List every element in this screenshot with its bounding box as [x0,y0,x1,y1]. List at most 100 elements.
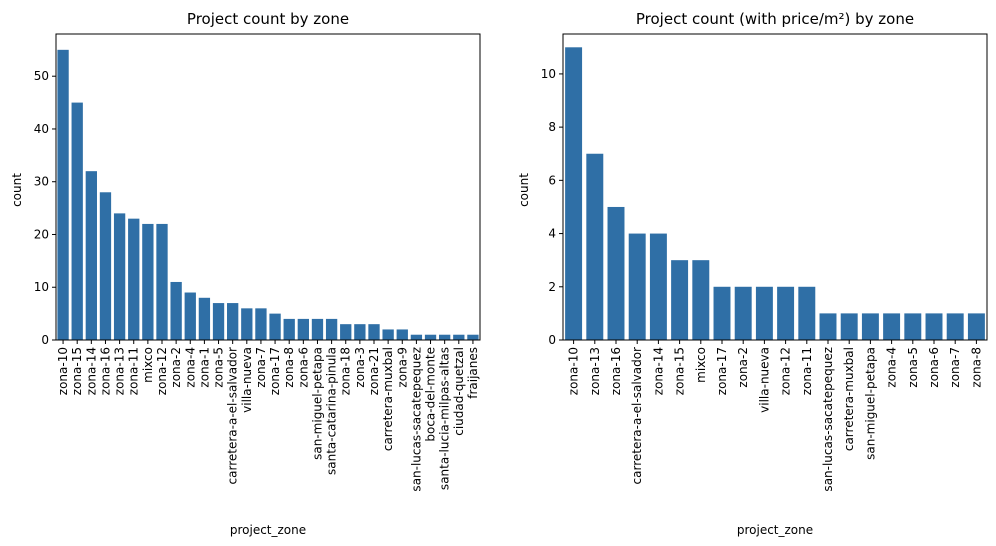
x-tick-label: ciudad-quetzal [452,347,466,436]
chart-right-ylabel: count [517,173,531,207]
x-tick-label: zona-6 [927,347,941,388]
chart-right-y-axis: 0 2 4 6 8 10 [541,67,563,347]
x-tick-label: zona-13 [113,347,127,395]
bar-zona-1 [198,297,211,340]
bar-santa-lucia-milpas-altas [439,334,451,340]
x-tick-label: carretera-a-el-salvador [226,347,240,485]
bar-ciudad-quetzal [453,334,465,340]
bar-carretera-a-el-salvador [628,233,646,340]
bar-carretera-muxbal [382,329,394,340]
x-tick-label: zona-10 [56,347,70,395]
chart-left-y-axis: 0 10 20 30 40 50 [34,69,56,347]
x-tick-label: zona-8 [969,347,983,388]
bar-zona-17 [713,286,731,340]
bar-san-miguel-petapa [311,318,324,340]
bar-zona-15 [71,102,83,340]
y-tick-label: 0 [41,333,49,347]
x-tick-label: zona-21 [367,347,381,395]
bar-villa-nueva [241,308,253,340]
bar-zona-15 [671,260,689,340]
bar-zona-6 [925,313,943,340]
y-tick-label: 10 [541,67,556,81]
x-tick-label: zona-14 [84,347,98,395]
y-tick-label: 10 [34,280,49,294]
y-tick-label: 6 [548,173,556,187]
x-tick-label: san-lucas-sacatepequez [821,347,835,492]
bar-zona-12 [777,286,795,340]
x-tick-label: zona-14 [651,347,665,395]
x-tick-label: zona-9 [395,347,409,388]
x-tick-label: zona-17 [268,347,282,395]
y-tick-label: 30 [34,175,49,189]
y-tick-label: 0 [548,333,556,347]
x-tick-label: zona-11 [127,347,141,395]
bar-zona-14 [649,233,667,340]
x-tick-label: zona-4 [885,347,899,388]
bar-zona-4 [883,313,901,340]
x-tick-label: zona-16 [609,347,623,395]
x-tick-label: carretera-a-el-salvador [630,347,644,485]
x-tick-label: zona-5 [212,347,226,388]
bar-villa-nueva [755,286,773,340]
bar-zona-16 [607,206,625,340]
x-tick-label: san-miguel-petapa [863,347,877,460]
chart-right: Project count (with price/m²) by zone co… [517,10,988,537]
x-tick-label: zona-16 [98,347,112,395]
y-tick-label: 4 [548,227,556,241]
bar-zona-12 [156,223,168,340]
bar-zona-10 [565,47,583,341]
bar-zona-13 [586,153,604,340]
chart-right-x-axis: zona-10 zona-13 zona-16 carretera-a-el-salv… [567,340,983,492]
bar-zona-14 [85,171,97,340]
bar-zona-10 [57,49,69,340]
bar-zona-21 [368,324,380,340]
bar-zona-18 [340,324,352,340]
x-tick-label: san-lucas-sacatepequez [409,347,423,492]
x-tick-label: zona-5 [906,347,920,388]
x-tick-label: zona-18 [339,347,353,395]
bar-zona-16 [99,192,112,340]
x-tick-label: santa-catarina-pinula [325,347,339,475]
bar-zona-11 [128,218,140,340]
x-tick-label: zona-10 [567,347,581,395]
bar-santa-catarina-pinula [325,318,338,340]
bar-zona-7 [946,313,964,340]
y-tick-label: 40 [34,122,49,136]
x-tick-label: zona-17 [715,347,729,395]
x-tick-label: zona-11 [800,347,814,395]
x-tick-label: villa-nueva [757,347,771,413]
bar-zona-17 [269,313,281,340]
bar-zona-2 [734,286,752,340]
bar-san-lucas-sacatepequez [410,334,423,340]
bar-zona-9 [396,329,408,340]
y-tick-label: 20 [34,227,49,241]
bar-zona-8 [283,318,295,340]
bar-zona-5 [904,313,922,340]
x-tick-label: zona-2 [169,347,183,388]
x-tick-label: zona-12 [155,347,169,395]
x-tick-label: carretera-muxbal [381,347,395,451]
x-tick-label: zona-12 [779,347,793,395]
x-tick-label: zona-4 [183,347,197,388]
chart-left: Project count by zone count project_zone… [10,10,481,537]
x-tick-label: zona-8 [282,347,296,388]
bar-zona-13 [113,213,126,340]
bar-zona-6 [297,318,309,340]
chart-left-x-axis: zona-10 zona-15 zona-14 zona-16 zona-13 zona-… [56,340,480,492]
chart-left-ylabel: count [10,173,24,207]
chart-right-bars [565,47,985,341]
chart-left-title: Project count by zone [187,10,349,28]
x-tick-label: zona-15 [70,347,84,395]
x-tick-label: villa-nueva [240,347,254,413]
chart-left-xlabel: project_zone [230,523,306,537]
x-tick-label: zona-7 [254,347,268,388]
y-tick-label: 2 [548,280,556,294]
bar-zona-4 [184,292,196,340]
bar-san-miguel-petapa [861,313,879,340]
x-tick-label: carretera-muxbal [842,347,856,451]
chart-right-frame [562,33,988,341]
x-tick-label: mixco [694,347,708,383]
x-tick-label: zona-7 [948,347,962,388]
bar-mixco [142,223,154,340]
